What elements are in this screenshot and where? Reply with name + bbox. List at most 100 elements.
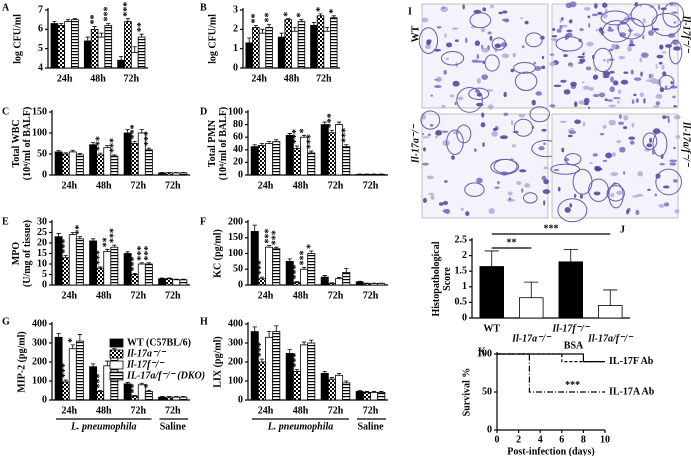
y-tick-label: 0 [238,169,243,180]
tissue [635,98,639,104]
bar [61,257,70,286]
tissue [492,127,498,131]
tissue [593,191,601,196]
tissue [658,61,663,65]
tissue [673,147,676,150]
error-bar [325,27,330,32]
bar [104,25,113,69]
tissue [616,140,622,144]
tissue [503,91,507,98]
tissue [609,70,615,74]
tissue [551,35,558,38]
y-axis-title: Total PMN [207,119,218,167]
tissue [583,97,590,104]
x-tick-label: 72h [363,405,379,416]
tissue [428,192,435,196]
bar [97,36,106,69]
alveolus [525,32,543,48]
tissue [664,85,668,90]
bar [320,124,329,176]
tissue [442,200,449,206]
error-bar [66,19,71,22]
bar [307,253,316,286]
tissue [421,114,427,120]
x-tick-label: 8 [581,434,586,445]
bar [158,278,167,286]
y-tick-label: 80 [233,119,243,130]
error-bar [56,233,61,237]
tissue [582,121,586,127]
error-bar [294,281,300,283]
bar [258,32,267,69]
tissue [518,113,526,118]
alveolus [608,182,624,209]
tissue [655,64,658,69]
y-tick-label: 0 [462,312,467,323]
histology-image [418,3,549,113]
histology-image [550,113,682,223]
significance-stars: * [328,9,339,14]
alveolus [606,185,625,202]
legend-swatch [109,371,124,381]
y-tick-label: 1 [462,281,467,292]
bar [297,21,306,69]
tissue [503,112,509,117]
error-bar [309,339,314,343]
significance-stars: *** [291,265,302,280]
tissue [618,114,622,119]
bar [64,21,72,69]
tissue [489,35,493,41]
tissue [510,119,514,126]
tissue [630,69,634,75]
tissue [476,53,480,60]
x-tick-label: 24h [61,290,77,301]
bar [272,331,281,401]
significance-stars: ** [129,383,140,393]
survival-line [497,353,605,393]
x-tick-label: 48h [96,405,112,416]
error-bar [336,277,342,279]
y-tick-label: 150 [32,106,47,117]
bar [377,173,386,176]
y-tick-label: 100 [32,127,47,138]
alveolus [469,12,492,29]
tissue [436,76,442,83]
tissue [663,202,670,207]
error-bar [286,18,291,20]
bar [103,250,112,286]
tissue [481,47,489,53]
bar [292,371,301,401]
tissue [465,211,470,216]
bar [110,155,119,176]
x-tick-label: 72h [328,405,344,416]
significance-stars: *** [291,129,302,144]
significance-stars: *** [109,138,120,153]
error-bar [174,396,179,398]
significance-stars: *** [271,230,282,245]
bar [68,234,77,286]
tissue [674,209,680,214]
error-bar [344,268,349,273]
tissue [573,193,577,198]
tissue [608,48,614,52]
significance-stars: *** [129,256,140,271]
y-tick-label: 0 [42,169,47,180]
error-bar [357,390,362,392]
x-tick-label: 4 [538,434,543,445]
tissue [578,100,583,105]
tissue [632,195,639,198]
significance-stars: *** [136,246,147,261]
y-tick-label: 0 [238,394,243,405]
bar [272,141,281,176]
significance-stars: ** [89,14,100,24]
error-bar [91,238,96,241]
tissue [568,19,573,24]
tissue [567,134,573,138]
tissue [462,4,465,10]
bar [272,248,281,286]
tissue [553,84,562,88]
bar [144,149,153,176]
y-tick-label: 20 [37,237,47,248]
significance-stars: ** [136,22,147,32]
error-bar [77,153,82,155]
